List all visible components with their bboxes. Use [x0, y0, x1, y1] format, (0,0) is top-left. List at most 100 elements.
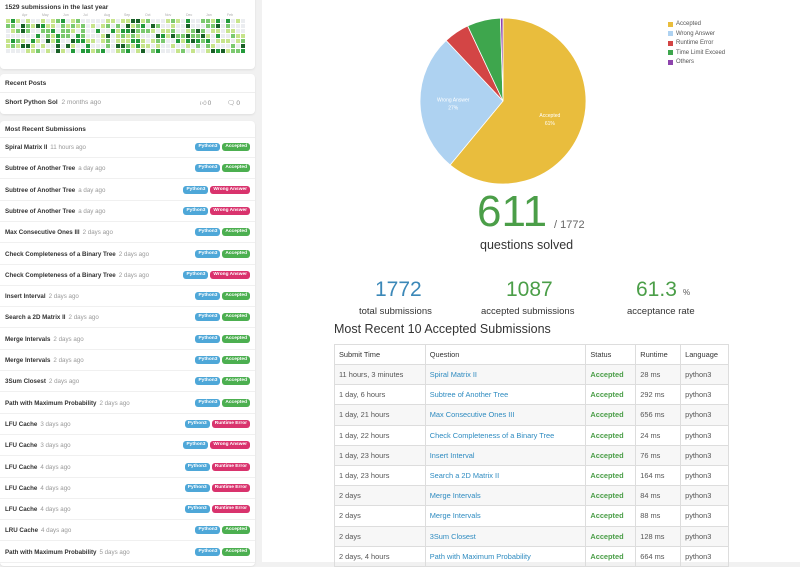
calendar-day-cell[interactable]: [146, 19, 150, 23]
submission-title[interactable]: Check Completeness of a Binary Tree 2 day…: [5, 272, 149, 279]
calendar-day-cell[interactable]: [81, 49, 85, 53]
submission-question[interactable]: Max Consecutive Ones III: [5, 229, 80, 237]
calendar-day-cell[interactable]: [86, 44, 90, 48]
calendar-day-cell[interactable]: [181, 44, 185, 48]
calendar-day-cell[interactable]: [91, 39, 95, 43]
calendar-day-cell[interactable]: [216, 29, 220, 33]
calendar-day-cell[interactable]: [56, 44, 60, 48]
calendar-day-cell[interactable]: [11, 34, 15, 38]
calendar-day-cell[interactable]: [226, 29, 230, 33]
calendar-day-cell[interactable]: [11, 29, 15, 33]
calendar-day-cell[interactable]: [231, 34, 235, 38]
calendar-day-cell[interactable]: [121, 24, 125, 28]
submission-list-item[interactable]: Subtree of Another Tree a day ago Python3 W…: [0, 180, 255, 201]
calendar-day-cell[interactable]: [36, 49, 40, 53]
calendar-day-cell[interactable]: [81, 44, 85, 48]
calendar-day-cell[interactable]: [41, 29, 45, 33]
calendar-day-cell[interactable]: [36, 34, 40, 38]
calendar-day-cell[interactable]: [26, 49, 30, 53]
calendar-day-cell[interactable]: [221, 44, 225, 48]
submission-question[interactable]: Check Completeness of a Binary Tree: [5, 250, 116, 258]
legend-item[interactable]: Others: [668, 58, 725, 68]
calendar-day-cell[interactable]: [61, 24, 65, 28]
calendar-day-cell[interactable]: [86, 49, 90, 53]
calendar-day-cell[interactable]: [231, 39, 235, 43]
submission-list-item[interactable]: LRU Cache 4 days ago Python3 Accepted: [0, 520, 255, 542]
calendar-day-cell[interactable]: [146, 34, 150, 38]
calendar-day-cell[interactable]: [46, 44, 50, 48]
calendar-day-cell[interactable]: [146, 29, 150, 33]
question-link[interactable]: 3Sum Closest: [424, 525, 587, 547]
submission-list-item[interactable]: LFU Cache 4 days ago Python3 Runtime Error: [0, 457, 255, 478]
calendar-day-cell[interactable]: [16, 49, 20, 53]
calendar-day-cell[interactable]: [126, 29, 130, 33]
calendar-day-cell[interactable]: [151, 29, 155, 33]
calendar-day-cell[interactable]: [176, 44, 180, 48]
submission-list-item[interactable]: Subtree of Another Tree a day ago Python3 W…: [0, 201, 255, 222]
calendar-day-cell[interactable]: [231, 29, 235, 33]
calendar-day-cell[interactable]: [61, 29, 65, 33]
submission-list-item[interactable]: Merge Intervals 2 days ago Python3 Accepted: [0, 329, 255, 350]
calendar-day-cell[interactable]: [11, 39, 15, 43]
calendar-day-cell[interactable]: [181, 34, 185, 38]
submission-title[interactable]: Subtree of Another Tree a day ago: [5, 208, 105, 215]
calendar-day-cell[interactable]: [101, 19, 105, 23]
calendar-day-cell[interactable]: [16, 34, 20, 38]
submission-title[interactable]: LFU Cache 3 days ago: [5, 442, 71, 449]
calendar-day-cell[interactable]: [56, 29, 60, 33]
calendar-day-cell[interactable]: [81, 24, 85, 28]
calendar-day-cell[interactable]: [81, 39, 85, 43]
calendar-day-cell[interactable]: [181, 49, 185, 53]
calendar-day-cell[interactable]: [26, 24, 30, 28]
calendar-day-cell[interactable]: [21, 39, 25, 43]
calendar-day-cell[interactable]: [166, 44, 170, 48]
calendar-day-cell[interactable]: [196, 34, 200, 38]
calendar-day-cell[interactable]: [236, 49, 240, 53]
calendar-day-cell[interactable]: [16, 24, 20, 28]
submission-list-item[interactable]: Check Completeness of a Binary Tree 2 day…: [0, 265, 255, 286]
submission-question[interactable]: LFU Cache: [5, 484, 38, 492]
calendar-day-cell[interactable]: [136, 19, 140, 23]
post-title[interactable]: Short Python Sol: [5, 99, 58, 106]
submission-title[interactable]: Insert Interval 2 days ago: [5, 293, 79, 300]
calendar-day-cell[interactable]: [156, 34, 160, 38]
calendar-day-cell[interactable]: [51, 49, 55, 53]
calendar-day-cell[interactable]: [126, 44, 130, 48]
submission-question[interactable]: Path with Maximum Probability: [5, 399, 97, 407]
calendar-day-cell[interactable]: [96, 24, 100, 28]
calendar-day-cell[interactable]: [36, 24, 40, 28]
calendar-day-cell[interactable]: [186, 34, 190, 38]
submission-question[interactable]: Spiral Matrix II: [5, 144, 48, 151]
calendar-day-cell[interactable]: [181, 19, 185, 23]
calendar-day-cell[interactable]: [21, 44, 25, 48]
calendar-day-cell[interactable]: [171, 49, 175, 53]
calendar-day-cell[interactable]: [76, 44, 80, 48]
status-cell[interactable]: Accepted: [585, 485, 637, 507]
calendar-day-cell[interactable]: [236, 24, 240, 28]
calendar-day-cell[interactable]: [211, 19, 215, 23]
calendar-day-cell[interactable]: [171, 29, 175, 33]
calendar-day-cell[interactable]: [206, 44, 210, 48]
calendar-day-cell[interactable]: [56, 19, 60, 23]
calendar-day-cell[interactable]: [176, 24, 180, 28]
calendar-day-cell[interactable]: [126, 24, 130, 28]
calendar-day-cell[interactable]: [146, 24, 150, 28]
calendar-day-cell[interactable]: [96, 19, 100, 23]
calendar-day-cell[interactable]: [166, 39, 170, 43]
calendar-day-cell[interactable]: [141, 24, 145, 28]
submission-list-item[interactable]: LFU Cache 3 days ago Python3 Runtime Error: [0, 414, 255, 435]
submission-list-item[interactable]: Merge Intervals 2 days ago Python3 Accepted: [0, 350, 255, 371]
calendar-day-cell[interactable]: [231, 24, 235, 28]
calendar-day-cell[interactable]: [71, 24, 75, 28]
calendar-day-cell[interactable]: [216, 34, 220, 38]
calendar-day-cell[interactable]: [71, 39, 75, 43]
calendar-day-cell[interactable]: [96, 49, 100, 53]
calendar-day-cell[interactable]: [6, 39, 10, 43]
question-link[interactable]: Check Completeness of a Binary Tree: [424, 424, 587, 446]
submission-question[interactable]: Insert Interval: [5, 293, 46, 301]
calendar-day-cell[interactable]: [171, 24, 175, 28]
calendar-day-cell[interactable]: [131, 34, 135, 38]
calendar-day-cell[interactable]: [36, 44, 40, 48]
calendar-day-cell[interactable]: [141, 29, 145, 33]
calendar-day-cell[interactable]: [71, 44, 75, 48]
